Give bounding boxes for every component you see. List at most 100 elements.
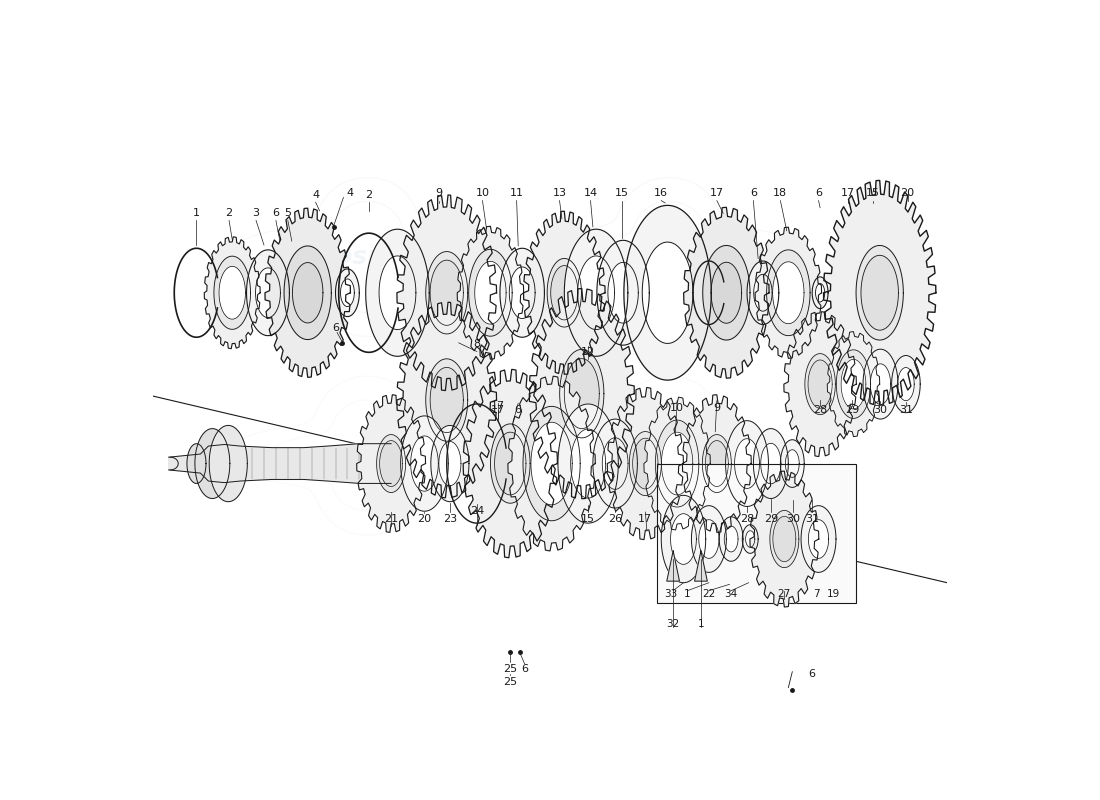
Polygon shape: [892, 355, 921, 413]
Polygon shape: [508, 376, 595, 551]
Polygon shape: [698, 520, 719, 558]
Polygon shape: [431, 426, 469, 502]
Text: 6: 6: [750, 189, 757, 198]
Text: 6: 6: [808, 669, 816, 679]
Polygon shape: [827, 332, 880, 437]
Polygon shape: [702, 434, 732, 493]
Text: 20: 20: [417, 514, 431, 524]
Text: 17: 17: [492, 406, 505, 415]
Polygon shape: [719, 517, 744, 562]
Polygon shape: [430, 260, 463, 326]
Text: eurospares: eurospares: [590, 245, 748, 269]
Bar: [658, 463, 856, 602]
Polygon shape: [785, 450, 800, 478]
Text: 11: 11: [509, 189, 524, 198]
Text: 10: 10: [475, 189, 490, 198]
Polygon shape: [336, 269, 360, 317]
Polygon shape: [772, 262, 804, 324]
Polygon shape: [861, 255, 899, 330]
Text: 17: 17: [710, 189, 724, 198]
Polygon shape: [522, 406, 580, 521]
Polygon shape: [724, 526, 738, 552]
Text: 16: 16: [654, 189, 668, 198]
Text: 6: 6: [521, 663, 528, 674]
Text: 15: 15: [581, 514, 595, 524]
Polygon shape: [168, 444, 392, 483]
Polygon shape: [684, 207, 769, 378]
Polygon shape: [780, 440, 804, 487]
Text: 17: 17: [638, 514, 652, 524]
Text: 27: 27: [778, 589, 791, 599]
Polygon shape: [564, 358, 600, 429]
Polygon shape: [491, 424, 530, 503]
Polygon shape: [767, 250, 810, 336]
Text: 28: 28: [813, 406, 827, 415]
Text: 30: 30: [786, 514, 800, 524]
Polygon shape: [463, 370, 558, 558]
Polygon shape: [578, 256, 615, 330]
Polygon shape: [856, 246, 903, 340]
Polygon shape: [529, 289, 635, 498]
Text: 29: 29: [763, 514, 778, 524]
Text: 33: 33: [664, 589, 678, 599]
Polygon shape: [805, 354, 835, 414]
Polygon shape: [773, 516, 795, 562]
Polygon shape: [667, 551, 680, 581]
Text: 13: 13: [552, 189, 567, 198]
Text: 7: 7: [813, 589, 820, 599]
Polygon shape: [608, 262, 638, 323]
Polygon shape: [656, 420, 699, 507]
Polygon shape: [671, 514, 696, 564]
Polygon shape: [400, 416, 449, 511]
Text: 15: 15: [866, 189, 880, 198]
Polygon shape: [784, 312, 856, 457]
Polygon shape: [824, 181, 936, 405]
Polygon shape: [469, 250, 513, 336]
Text: 6: 6: [815, 189, 822, 198]
Text: 6: 6: [273, 208, 279, 218]
Text: 8: 8: [473, 339, 481, 350]
Polygon shape: [624, 206, 712, 380]
Polygon shape: [761, 443, 781, 484]
Text: 9: 9: [713, 403, 721, 413]
Text: 17: 17: [840, 189, 855, 198]
Text: 18: 18: [773, 189, 788, 198]
Text: 2: 2: [226, 208, 232, 218]
Text: 14: 14: [583, 189, 597, 198]
Polygon shape: [558, 404, 618, 523]
Polygon shape: [703, 246, 750, 340]
Text: 6: 6: [332, 323, 339, 334]
Polygon shape: [705, 441, 728, 486]
Text: 25: 25: [503, 677, 517, 687]
Polygon shape: [547, 258, 582, 327]
Text: eurospares: eurospares: [288, 245, 447, 269]
Polygon shape: [187, 444, 206, 483]
Text: 12: 12: [581, 347, 595, 358]
Polygon shape: [255, 268, 280, 318]
Polygon shape: [379, 441, 403, 486]
Text: 31: 31: [899, 406, 913, 415]
Text: 24: 24: [470, 506, 484, 516]
Text: 6: 6: [515, 406, 521, 415]
Polygon shape: [439, 442, 461, 486]
Text: 21: 21: [384, 514, 398, 524]
Text: 28: 28: [740, 514, 755, 524]
Polygon shape: [746, 530, 755, 547]
Text: 17: 17: [492, 402, 505, 411]
Text: 15: 15: [615, 189, 628, 198]
Polygon shape: [560, 350, 604, 438]
Polygon shape: [379, 256, 416, 330]
Polygon shape: [632, 438, 658, 489]
Polygon shape: [509, 267, 535, 318]
Polygon shape: [836, 350, 870, 418]
Polygon shape: [397, 302, 496, 498]
Polygon shape: [711, 262, 741, 323]
Polygon shape: [213, 256, 251, 330]
Polygon shape: [195, 429, 230, 498]
Polygon shape: [410, 436, 438, 491]
Polygon shape: [815, 283, 825, 302]
Polygon shape: [682, 394, 751, 532]
Polygon shape: [293, 262, 323, 323]
Text: 26: 26: [608, 514, 623, 524]
Polygon shape: [500, 248, 544, 338]
